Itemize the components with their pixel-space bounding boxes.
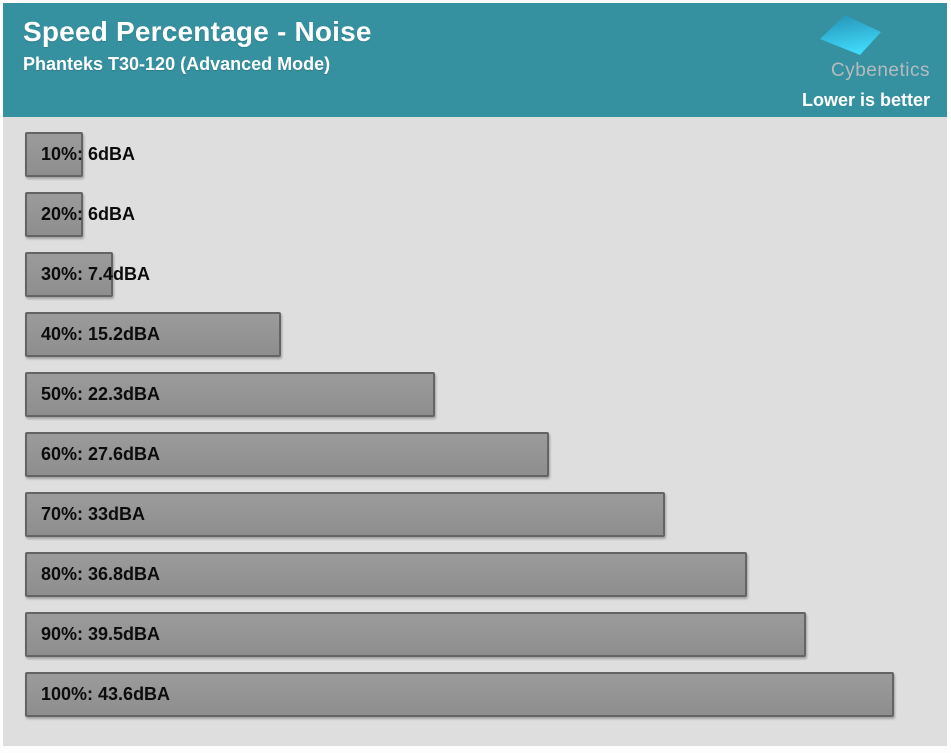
chart-subtitle: Phanteks T30-120 (Advanced Mode)	[23, 54, 331, 74]
noise-bar-30%: 30%: 7.4dBA	[25, 252, 150, 297]
bar-row: 50%: 22.3dBA	[25, 372, 947, 417]
bar-label: 90%: 39.5dBA	[41, 624, 161, 644]
bar-row: 70%: 33dBA	[25, 492, 947, 537]
bar-row: 10%: 6dBA	[25, 132, 947, 177]
bar-row: 80%: 36.8dBA	[25, 552, 947, 597]
chart-panel: Speed Percentage - Noise Phanteks T30-12…	[3, 3, 947, 746]
bar-row: 40%: 15.2dBA	[25, 312, 947, 357]
brand-block: Cybenetics Lower is better	[790, 11, 930, 111]
chart-header: Speed Percentage - Noise Phanteks T30-12…	[3, 3, 947, 117]
cybenetics-logo-icon	[790, 11, 930, 61]
bar-label: 60%: 27.6dBA	[41, 444, 161, 464]
bar-row: 30%: 7.4dBA	[25, 252, 947, 297]
chart-title: Speed Percentage - Noise	[23, 16, 372, 47]
bar-chart: 10%: 6dBA 20%: 6dBA 30%: 7.4dBA 40%: 15.2dB…	[3, 117, 947, 746]
noise-bar-40%: 40%: 15.2dBA	[25, 312, 281, 357]
lower-is-better-note: Lower is better	[801, 90, 930, 110]
noise-bar-10%: 10%: 6dBA	[25, 132, 135, 177]
bar-row: 100%: 43.6dBA	[25, 672, 947, 717]
noise-bar-70%: 70%: 33dBA	[25, 492, 665, 537]
noise-bar-80%: 80%: 36.8dBA	[25, 552, 747, 597]
bars-container: 10%: 6dBA 20%: 6dBA 30%: 7.4dBA 40%: 15.2dB…	[25, 132, 947, 717]
bar-label: 30%: 7.4dBA	[41, 264, 151, 284]
bar-row: 90%: 39.5dBA	[25, 612, 947, 657]
noise-bar-50%: 50%: 22.3dBA	[25, 372, 435, 417]
bar-row: 60%: 27.6dBA	[25, 432, 947, 477]
brand-name: Cybenetics	[831, 60, 930, 81]
bar-label: 40%: 15.2dBA	[41, 324, 161, 344]
noise-bar-60%: 60%: 27.6dBA	[25, 432, 549, 477]
bar-label: 20%: 6dBA	[41, 204, 136, 224]
bar-label: 80%: 36.8dBA	[41, 564, 161, 584]
bar-label: 50%: 22.3dBA	[41, 384, 161, 404]
bar-row: 20%: 6dBA	[25, 192, 947, 237]
bar-label: 70%: 33dBA	[41, 504, 146, 524]
noise-bar-90%: 90%: 39.5dBA	[25, 612, 806, 657]
noise-bar-100%: 100%: 43.6dBA	[25, 672, 894, 717]
bar-label: 100%: 43.6dBA	[41, 684, 171, 704]
bar-label: 10%: 6dBA	[41, 144, 136, 164]
noise-bar-20%: 20%: 6dBA	[25, 192, 135, 237]
